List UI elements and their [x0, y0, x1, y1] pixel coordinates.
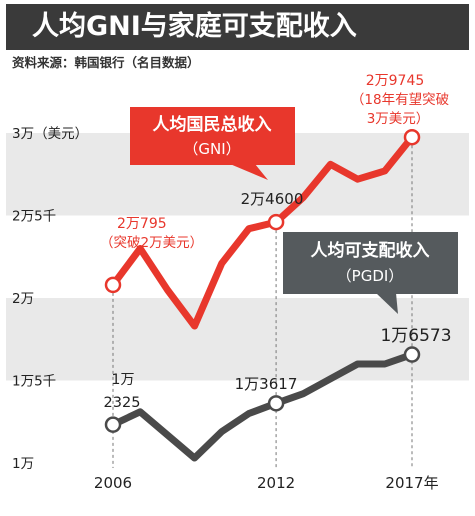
pgdi-point-marker — [267, 395, 285, 412]
x-tick-label: 2006 — [94, 474, 132, 492]
y-tick-label: 2万 — [12, 291, 34, 307]
pgdi-point-marker — [104, 416, 122, 433]
pgdi-mid-value-label: 1万3617 — [235, 375, 298, 393]
pgdi-start-value-label-2: 2325 — [104, 395, 141, 411]
gni-point-marker — [104, 276, 122, 294]
gni-callout-label: 人均国民总收入 — [153, 114, 272, 135]
y-tick-label: 1万 — [12, 456, 34, 472]
gni-callout-bubble — [130, 107, 295, 165]
background-band — [6, 298, 469, 381]
pgdi-line — [109, 351, 416, 462]
pgdi-callout-abbr: （PGDI） — [337, 267, 404, 285]
pgdi-callout-bubble — [283, 232, 458, 294]
gni-start-note-label: （突破2万美元） — [100, 235, 203, 251]
y-tick-label: 1万5千 — [12, 374, 56, 390]
pgdi-callout-pointer — [376, 293, 398, 314]
pgdi-start-value-label: 1万 — [112, 372, 135, 388]
gni-mid-value-label: 2万4600 — [241, 190, 304, 208]
gni-line — [109, 133, 416, 330]
gni-callout-pointer — [230, 164, 268, 180]
gni-end-value-label: 2万9745 — [366, 73, 425, 89]
y-tick-label: 2万5千 — [12, 209, 56, 225]
x-tick-label: 2017年 — [385, 474, 438, 492]
gni-point-marker — [267, 213, 285, 231]
gni-start-value-label: 2万795 — [117, 216, 167, 232]
chart-title: 人均GNI与家庭可支配收入 — [32, 11, 357, 42]
pgdi-callout-label: 人均可支配收入 — [311, 240, 430, 261]
title-bar: 人均GNI与家庭可支配收入 — [6, 4, 469, 50]
y-tick-label: 3万（美元） — [12, 126, 88, 142]
source-note: 资料来源：韩国银行（名目数据） — [12, 55, 200, 70]
pgdi-point-marker — [403, 346, 421, 363]
gni-end-note-label: （18年有望突破 — [351, 92, 449, 108]
gni-callout-abbr: （GNI） — [183, 140, 240, 158]
pgdi-end-value-label: 1万6573 — [380, 326, 451, 346]
x-tick-label: 2012 — [257, 474, 295, 492]
gni-point-marker — [403, 128, 421, 146]
gni-end-note-label-2: 3万美元） — [367, 111, 430, 127]
